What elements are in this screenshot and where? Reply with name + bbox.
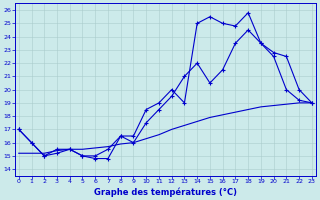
X-axis label: Graphe des températures (°C): Graphe des températures (°C) — [94, 187, 237, 197]
